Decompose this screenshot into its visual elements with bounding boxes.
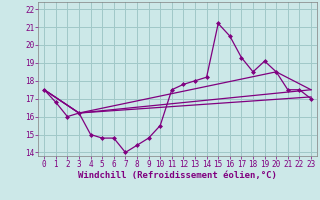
- X-axis label: Windchill (Refroidissement éolien,°C): Windchill (Refroidissement éolien,°C): [78, 171, 277, 180]
